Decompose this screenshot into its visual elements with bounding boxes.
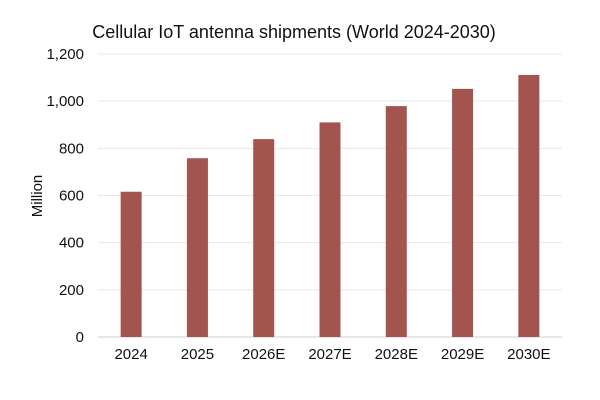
x-tick-label: 2025 (181, 346, 214, 363)
bar-2027E (319, 122, 341, 338)
y-tick-label: 400 (59, 235, 84, 252)
y-axis-label: Million (29, 175, 46, 218)
y-tick-label: 600 (59, 188, 84, 205)
x-tick-label: 2026E (242, 346, 285, 363)
chart-title: Cellular IoT antenna shipments (World 20… (92, 22, 496, 42)
x-tick-label: 2024 (114, 346, 147, 363)
x-tick-label: 2030E (507, 346, 550, 363)
x-tick-label: 2029E (441, 346, 484, 363)
bar-2024 (120, 191, 142, 337)
x-tick-label: 2028E (375, 346, 418, 363)
bar-2028E (385, 106, 407, 337)
bar-2026E (253, 139, 275, 337)
y-tick-label: 800 (59, 140, 84, 157)
y-tick-label: 1,200 (46, 46, 84, 63)
x-tick-label: 2027E (308, 346, 351, 363)
bar-2025 (186, 158, 208, 337)
bar-2030E (518, 74, 540, 337)
y-tick-label: 0 (76, 329, 84, 346)
bar-2029E (452, 88, 474, 337)
y-tick-label: 200 (59, 282, 84, 299)
y-tick-label: 1,000 (46, 93, 84, 110)
